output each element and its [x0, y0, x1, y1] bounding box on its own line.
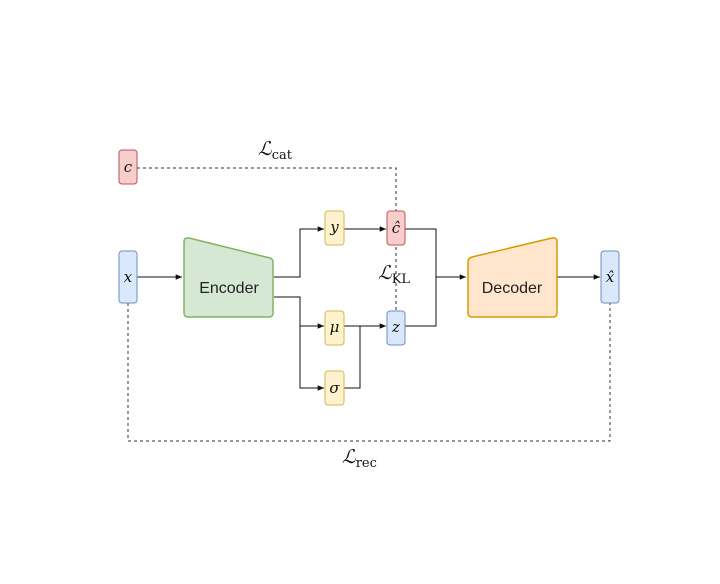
loss-rec-label: ℒrec: [342, 446, 377, 471]
edge-encoder-y: [274, 226, 324, 278]
node-y-label: y: [329, 218, 339, 236]
decoder-block: Decoder: [467, 237, 558, 318]
node-x-box: [118, 250, 138, 304]
encoder-shape: [183, 237, 274, 318]
decoder-label: Decoder: [482, 280, 543, 297]
edge-encoder-sigma: [299, 326, 324, 391]
rec-loss-path: [127, 303, 611, 442]
node-z-label: z: [391, 318, 400, 336]
node-z: z: [386, 310, 406, 346]
cat-loss-path: [137, 167, 397, 211]
edge-z-decoder: [405, 277, 437, 327]
node-z-box: [386, 310, 406, 346]
node-c-box: [118, 149, 138, 185]
node-mu-box: [324, 310, 345, 346]
node-y-box: [324, 210, 345, 246]
node-c-hat-box: [386, 210, 406, 246]
edge-chat-decoder: [405, 228, 466, 280]
node-x-label: x: [124, 268, 133, 286]
node-sigma: σ: [324, 370, 345, 406]
encoder-block: Encoder: [183, 237, 274, 318]
node-x-hat: x̂: [600, 250, 620, 304]
node-sigma-box: [324, 370, 345, 406]
node-x: x: [118, 250, 138, 304]
node-c-hat-label: ĉ: [392, 219, 401, 237]
decoder-shape: [467, 237, 558, 318]
node-c-label: c: [124, 158, 133, 176]
encoder-label: Encoder: [199, 280, 259, 297]
node-x-hat-label: x̂: [606, 268, 615, 286]
node-mu-label: μ: [330, 318, 340, 336]
loss-kl-label: ℒKL: [378, 262, 410, 287]
edge-encoder-mu: [274, 296, 324, 329]
node-sigma-label: σ: [329, 379, 340, 397]
node-mu: μ: [324, 310, 345, 346]
node-x-hat-box: [600, 250, 620, 304]
node-y: y: [324, 210, 345, 246]
node-c: c: [118, 149, 138, 185]
loss-cat-label: ℒcat: [258, 138, 293, 163]
edge-sigma-z: [344, 326, 361, 389]
node-c-hat: ĉ: [386, 210, 406, 246]
